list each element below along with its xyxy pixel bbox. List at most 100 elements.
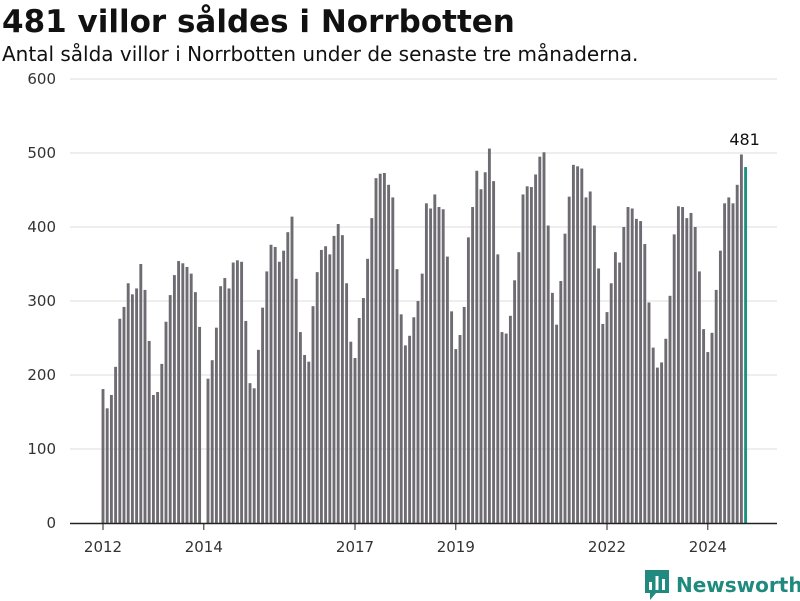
- bar: [567, 196, 571, 523]
- bar: [538, 156, 542, 523]
- bar: [219, 286, 223, 523]
- bar: [324, 246, 328, 524]
- bar: [403, 345, 407, 523]
- bar: [319, 249, 323, 523]
- bar: [475, 170, 479, 523]
- annotations: 481: [729, 130, 760, 149]
- bar: [185, 266, 189, 523]
- bar: [584, 197, 588, 523]
- bar: [630, 208, 634, 523]
- y-tick-label: 100: [27, 440, 56, 458]
- gridlines: 0 100 200 300 400 500 600: [27, 70, 777, 532]
- y-tick-label: 500: [27, 144, 56, 162]
- chart-title: 481 villor såldes i Norrbotten: [2, 4, 515, 40]
- bar: [597, 268, 601, 523]
- bar: [353, 357, 357, 523]
- bar: [634, 218, 638, 524]
- bar: [282, 250, 286, 523]
- bar: [739, 154, 743, 524]
- bar: [336, 224, 340, 524]
- bar: [466, 237, 470, 524]
- bar: [126, 283, 130, 523]
- bar: [265, 271, 269, 523]
- bar: [496, 254, 500, 523]
- bar: [706, 352, 710, 523]
- bar: [118, 318, 122, 523]
- bar: [156, 392, 160, 523]
- bar: [248, 383, 252, 523]
- bar: [345, 283, 349, 523]
- bar: [471, 207, 475, 523]
- bar: [378, 173, 382, 523]
- bar: [660, 362, 664, 523]
- bar: [240, 261, 244, 523]
- bar: [101, 389, 105, 523]
- x-tick-label: 2012: [84, 538, 122, 556]
- chart-subtitle: Antal sålda villor i Norrbotten under de…: [2, 42, 639, 66]
- newsworthy-logo-icon: [645, 570, 669, 600]
- bar: [420, 273, 424, 523]
- bar: [676, 206, 680, 523]
- bar: [462, 306, 466, 523]
- bar: [408, 335, 412, 523]
- bar: [433, 194, 437, 523]
- bar: [668, 295, 672, 523]
- bar: [689, 212, 693, 523]
- bar: [244, 320, 248, 523]
- bar: [269, 244, 273, 523]
- bar: [340, 235, 344, 523]
- bar: [223, 278, 227, 523]
- bar: [198, 326, 202, 523]
- bar: [576, 166, 580, 523]
- bar: [735, 184, 739, 523]
- bar: [550, 292, 554, 523]
- bar: [618, 262, 622, 523]
- bar: [151, 394, 155, 523]
- bar: [609, 283, 613, 523]
- bar: [227, 288, 231, 523]
- newsworthy-brand[interactable]: Newsworthy: [644, 569, 800, 601]
- bar: [479, 189, 483, 523]
- bar: [370, 218, 374, 523]
- bar: [517, 252, 521, 523]
- bar: [261, 307, 265, 523]
- bar: [500, 332, 504, 523]
- bar: [454, 349, 458, 523]
- bar: [441, 209, 445, 524]
- bar: [206, 378, 210, 523]
- bar: [513, 280, 517, 523]
- bar: [164, 321, 168, 523]
- bar: [160, 363, 164, 523]
- bar: [529, 187, 533, 524]
- bar: [307, 361, 311, 523]
- bar: [508, 315, 512, 523]
- bar: [639, 221, 643, 523]
- bar: [601, 323, 605, 523]
- bar: [315, 272, 319, 523]
- y-tick-label: 0: [46, 514, 56, 532]
- bar: [672, 234, 676, 523]
- bar: [235, 260, 239, 523]
- bar: [588, 191, 592, 524]
- bar: [168, 295, 172, 523]
- bar: [731, 203, 735, 523]
- bar: [681, 207, 685, 523]
- bar: [332, 235, 336, 523]
- bar: [416, 301, 420, 523]
- bar: [651, 347, 655, 523]
- bar: [555, 324, 559, 523]
- bar: [534, 174, 538, 523]
- bar: [105, 408, 109, 523]
- bar: [391, 197, 395, 523]
- bar: [290, 216, 294, 523]
- bar: [252, 388, 256, 523]
- bar: [727, 197, 731, 523]
- bar: [357, 318, 361, 523]
- bar: [643, 244, 647, 523]
- bar: [328, 254, 332, 523]
- bar: [521, 194, 525, 523]
- bar: [655, 367, 659, 523]
- x-tick-label: 2019: [437, 538, 475, 556]
- bar: [231, 262, 235, 523]
